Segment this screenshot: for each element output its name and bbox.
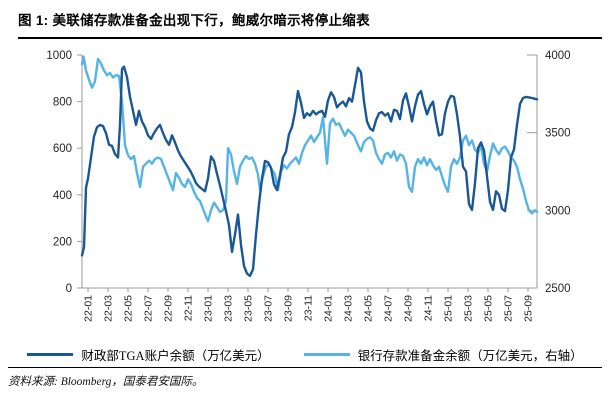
x-tick-label: 23-07 (263, 295, 275, 322)
x-tick-label: 25-07 (503, 295, 515, 322)
legend-line-swatch (27, 352, 74, 356)
chart-legend: 财政部TGA账户余额（万亿美元） 银行存款准备金余额（万亿美元，右轴） (0, 344, 610, 364)
x-tick-label: 25-01 (443, 295, 455, 322)
tga-balance-line (80, 65, 539, 278)
x-tick-label: 25-03 (463, 295, 475, 322)
left-tick-label: 0 (66, 283, 72, 295)
legend-item-reserves: 银行存款准备金余额（万亿美元，右轴） (303, 345, 583, 364)
figure-title: 图 1: 美联储存款准备金出现下行，鲍威尔暗示将停止缩表 (18, 9, 602, 39)
legend-item-tga: 财政部TGA账户余额（万亿美元） (27, 345, 270, 364)
source-note: 资料来源: Bloomberg，国泰君安国际。 (8, 376, 204, 388)
x-tick-label: 22-07 (143, 295, 155, 322)
source-note-row: 资料来源: Bloomberg，国泰君安国际。 (8, 367, 602, 389)
right-tick-label: 3500 (545, 128, 571, 140)
x-tick-label: 24-07 (383, 295, 395, 322)
left-tick-label: 1000 (46, 50, 72, 62)
x-tick-label: 24-09 (403, 295, 415, 322)
left-tick-label: 200 (53, 236, 72, 248)
left-tick-label: 800 (53, 97, 72, 109)
legend-label: 银行存款准备金余额（万亿美元，右轴） (357, 348, 583, 363)
x-tick-label: 24-03 (343, 295, 355, 322)
x-tick-label: 23-05 (243, 295, 255, 322)
x-tick-label: 22-11 (183, 295, 195, 321)
x-tick-label: 23-01 (203, 295, 215, 322)
left-tick-label: 600 (53, 143, 72, 155)
x-tick-label: 25-09 (523, 295, 535, 322)
x-tick-label: 22-05 (123, 295, 135, 322)
legend-line-swatch (303, 352, 350, 356)
right-tick-label: 4000 (545, 50, 571, 62)
x-tick-label: 24-05 (363, 295, 375, 322)
x-tick-label: 23-09 (283, 295, 295, 322)
right-tick-label: 2500 (545, 283, 571, 295)
x-tick-label: 24-11 (423, 295, 435, 321)
x-tick-label: 22-09 (163, 295, 175, 322)
legend-label: 财政部TGA账户余额（万亿美元） (81, 348, 270, 363)
x-tick-label: 23-03 (223, 295, 235, 322)
x-tick-label: 23-11 (303, 295, 315, 321)
x-tick-label: 22-03 (103, 295, 115, 322)
line-chart: 0 200 400 600 800 1000 2500 3000 3500 4000 22-01 22… (46, 50, 571, 322)
x-tick-label: 25-05 (483, 295, 495, 322)
x-tick-label: 24-01 (323, 295, 335, 322)
right-tick-label: 3000 (545, 205, 571, 217)
x-tick-label: 22-01 (83, 295, 95, 322)
left-tick-label: 400 (53, 190, 72, 202)
